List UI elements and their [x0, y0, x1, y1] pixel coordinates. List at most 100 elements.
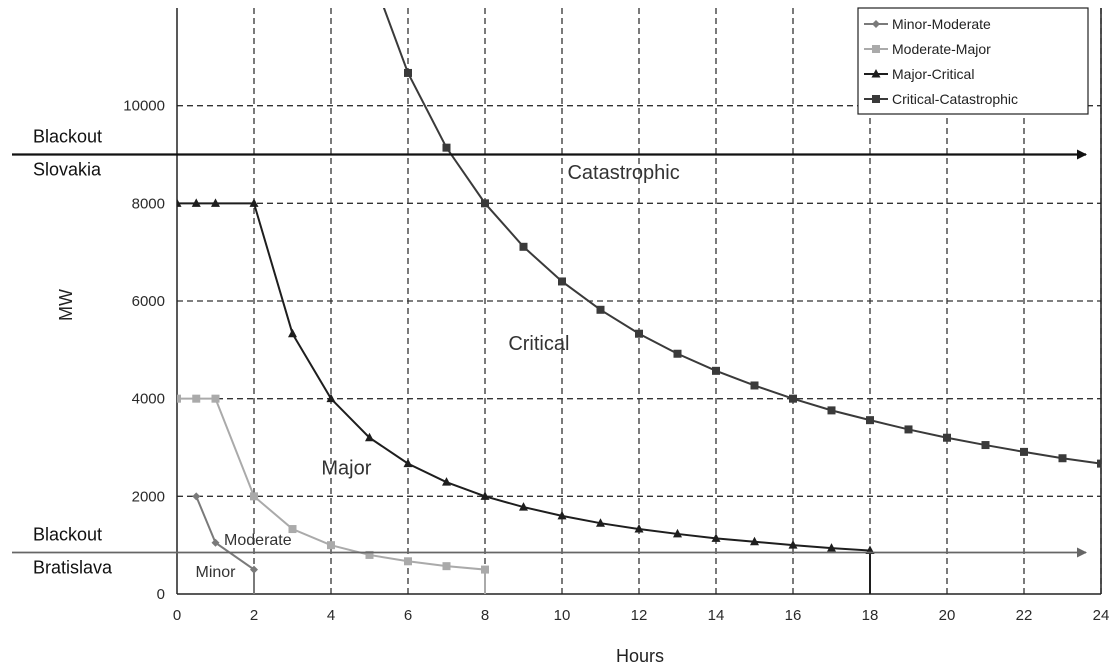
x-tick-label: 0 [173, 607, 181, 624]
legend-box [857, 7, 1089, 115]
data-point [519, 502, 528, 511]
data-point [211, 394, 220, 403]
series-clip [177, 8, 1101, 594]
y-tick-label: 0 [157, 586, 165, 603]
data-point [442, 143, 451, 152]
legend-marker [872, 45, 880, 53]
data-point [673, 349, 682, 358]
x-tick-label: 10 [554, 607, 571, 624]
data-point [943, 433, 951, 442]
axes [176, 8, 1102, 595]
data-point [191, 198, 201, 207]
x-axis-title: Hours [616, 646, 664, 666]
data-point [250, 492, 258, 501]
y-tick-label: 10000 [123, 98, 165, 115]
data-point [981, 441, 990, 450]
data-point [250, 565, 258, 574]
legend: Minor-Moderate Moderate-Major Major-Critic… [857, 7, 1089, 115]
legend-label: Major-Critical [892, 66, 974, 82]
legend-marker [872, 95, 880, 103]
data-point [365, 432, 374, 442]
label-background [28, 555, 153, 580]
threshold-label-bottom: Bratislava [33, 557, 113, 577]
x-tick-label: 12 [631, 607, 648, 624]
data-point [404, 68, 412, 77]
legend-label: Critical-Catastrophic [892, 91, 1018, 107]
data-point [711, 533, 721, 542]
label-background [28, 157, 153, 182]
y-tick-label: 4000 [132, 391, 165, 408]
data-point [558, 277, 566, 286]
data-point [827, 406, 836, 415]
data-point [634, 524, 644, 533]
threshold-label-top: Blackout [33, 127, 102, 147]
region-label: Major [321, 457, 371, 479]
data-point [288, 328, 297, 338]
data-point [596, 305, 605, 314]
data-point [789, 394, 797, 403]
region-label: Critical [508, 333, 569, 355]
x-tick-label: 16 [785, 607, 802, 624]
data-point [211, 198, 220, 207]
tick-labels: 0 2 4 6 8 10 12 14 16 18 20 22 240200040006000800010… [123, 98, 1109, 624]
data-point [192, 492, 201, 501]
data-point [480, 491, 490, 500]
x-tick-label: 6 [404, 607, 412, 624]
data-point [596, 518, 605, 527]
data-point [904, 425, 913, 434]
x-tick-label: 14 [708, 607, 725, 624]
data-point [177, 394, 181, 403]
data-point [249, 198, 259, 207]
legend-marker [871, 69, 881, 78]
data-point [866, 416, 874, 425]
label-background [28, 522, 128, 545]
data-point [211, 538, 220, 547]
y-tick-label: 6000 [132, 293, 165, 310]
data-point [442, 562, 451, 571]
label-background [28, 124, 128, 147]
data-point [442, 477, 451, 486]
data-point [788, 540, 798, 549]
data-point [1020, 447, 1028, 456]
legend-label: Moderate-Major [892, 41, 991, 57]
x-tick-label: 4 [327, 607, 335, 624]
threshold-label-top: Blackout [33, 524, 102, 544]
data-point [192, 394, 201, 403]
x-tick-label: 20 [939, 607, 956, 624]
y-tick-label: 2000 [132, 488, 165, 505]
data-point [481, 199, 489, 208]
data-point [326, 393, 336, 403]
y-tick-label: 8000 [132, 195, 165, 212]
data-point [404, 557, 412, 566]
data-point [750, 536, 759, 546]
data-point [327, 541, 335, 550]
region-labels: Catastrophic Critical Major Moderate Minor [195, 162, 679, 581]
data-point [403, 458, 413, 468]
data-point [673, 528, 682, 538]
data-point [481, 565, 489, 574]
x-tick-label: 18 [862, 607, 879, 624]
region-label: Catastrophic [567, 162, 679, 184]
x-tick-label: 2 [250, 607, 258, 624]
threshold-label-bottom: Slovakia [33, 160, 102, 180]
threshold-lines: Blackout Slovakia Blackout Bratislava [12, 124, 1087, 580]
legend-label: Minor-Moderate [892, 16, 991, 32]
data-point [712, 366, 720, 375]
data-point [827, 543, 836, 552]
data-point [519, 242, 528, 251]
data-point [288, 525, 297, 534]
x-tick-label: 24 [1093, 607, 1110, 624]
series-group [177, 8, 1101, 594]
x-tick-label: 22 [1016, 607, 1033, 624]
series-line-minor-moderate [195, 495, 255, 594]
data-point [557, 510, 567, 520]
data-point [1058, 454, 1067, 463]
y-axis-title: MW [56, 289, 76, 321]
data-point [635, 329, 643, 338]
data-point [177, 198, 182, 207]
data-point [365, 550, 374, 559]
x-tick-label: 8 [481, 607, 489, 624]
data-point [1097, 459, 1101, 468]
series-line-critical-catastrophic [382, 8, 1101, 465]
